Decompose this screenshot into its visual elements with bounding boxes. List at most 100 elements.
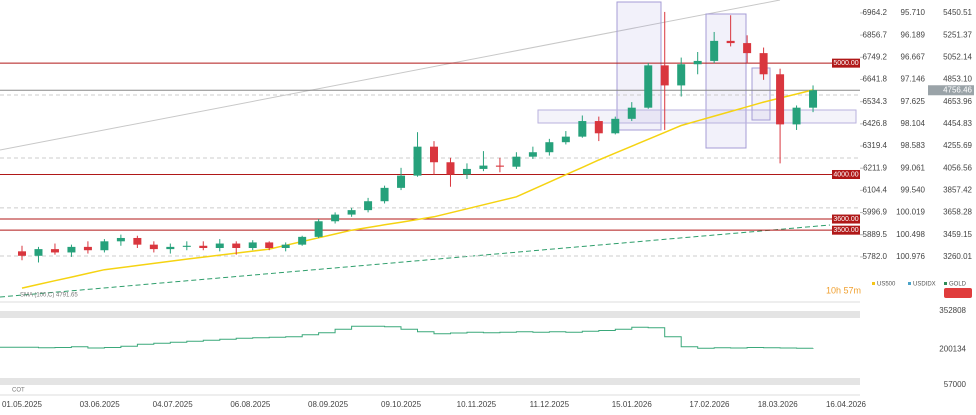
y-tick-label: 6534.3 [863,97,888,106]
candle-body [314,221,323,237]
timer: 10h 57m [826,285,861,295]
x-tick-label: 01.05.2025 [2,400,43,409]
legend-swatch [872,282,875,285]
candle-body [182,245,191,247]
y-tick-label: 4056.56 [943,163,972,172]
cot-line [0,325,814,349]
y-tick-label: 96.667 [901,52,926,61]
y-tick-label: 4853.10 [943,75,972,84]
candle-body [298,236,307,245]
legend-label: GOLD [949,282,967,288]
candle-body [116,237,125,242]
y-tick-label: 98.583 [901,141,926,150]
candle-body [232,243,241,248]
candle-body [364,201,373,211]
y-tick-label: 5889.5 [863,230,888,239]
y-tick-label: 3658.28 [943,208,972,217]
candle-body [578,121,587,137]
legend-swatch [908,282,911,285]
y-tick-label: 5996.9 [863,208,888,217]
y-tick-label: 3459.15 [943,230,972,239]
y-tick-label: 6426.8 [863,119,888,128]
candle-body [215,243,224,248]
candle-body [462,168,471,175]
candle-body [627,107,636,119]
candle-body [759,53,768,75]
x-tick-label: 08.09.2025 [308,400,349,409]
candle-body [380,187,389,202]
y-tick-label: 6964.2 [863,8,888,17]
x-tick-label: 04.07.2025 [153,400,194,409]
candle-body [248,242,257,248]
candle-body [644,65,653,108]
button[interactable] [944,288,972,298]
x-tick-label: 09.10.2025 [381,400,422,409]
y-tick-label: 97.146 [901,75,926,84]
price-tag [928,85,974,96]
cot-tick-label: 352808 [939,306,966,315]
y-tick-label: 99.540 [901,185,926,194]
y-tick-label: 99.061 [901,163,926,172]
x-tick-label: 06.08.2025 [230,400,271,409]
y-tick-label: 96.189 [901,30,926,39]
zone-box [616,1,662,131]
level-tag [832,58,860,68]
y-tick-label: 4653.96 [943,97,972,106]
candle-body [50,249,59,253]
x-tick-label: 11.12.2025 [530,400,570,409]
candle-body [792,107,801,125]
band [0,311,860,318]
candle-body [743,43,752,54]
candle-body [281,244,290,248]
level-label: 3600.00 [833,216,858,223]
legend-label: USDIDX [913,282,936,288]
x-tick-label: 15.01.2026 [612,400,653,409]
candle-body [413,146,422,176]
y-tick-label: 4255.69 [943,141,972,150]
band [0,378,860,385]
candle-body [479,165,488,169]
candle-body [67,246,76,253]
candle-body [100,241,109,251]
cot-label: COT [12,388,25,394]
candle-body [397,175,406,188]
candle-body [166,246,175,250]
cot-tick-label: 57000 [944,380,967,389]
candle-body [331,214,340,222]
candle-body [528,152,537,157]
candle-body [726,40,735,44]
candle-body [677,64,686,86]
candle-body [83,246,92,251]
level-label: 4000.00 [833,171,858,178]
candle-body [561,136,570,143]
y-tick-label: 5251.37 [943,30,972,39]
candle-body [133,237,142,245]
legend-swatch [944,282,947,285]
candle-body [693,60,702,65]
y-tick-label: 95.710 [901,8,926,17]
level-tag [832,225,860,235]
y-tick-label: 97.625 [901,97,926,106]
candle-body [611,118,620,134]
y-tick-label: 6104.4 [863,185,888,194]
legend-label: US500 [877,282,896,288]
trendline [0,0,781,151]
x-tick-label: 03.06.2025 [80,400,121,409]
candle-body [199,245,208,248]
y-tick-label: 6856.7 [863,30,888,39]
y-tick-label: 100.976 [896,252,925,261]
y-tick-label: 3857.42 [943,185,972,194]
y-tick-label: 98.104 [901,119,926,128]
cot-tick-label: 200134 [939,344,966,353]
y-tick-label: 100.498 [896,230,925,239]
candle-body [34,249,43,256]
y-tick-label: 5450.51 [943,8,972,17]
trendline [0,224,831,298]
y-tick-label: 6749.2 [863,52,888,61]
level-label: 3500.00 [833,227,858,234]
candle-body [710,40,719,61]
candle-body [430,146,438,163]
candle-body [149,244,158,250]
